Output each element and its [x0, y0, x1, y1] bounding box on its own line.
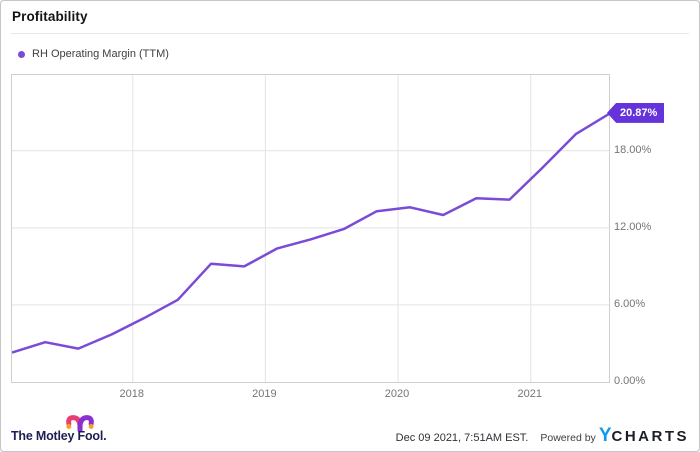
latest-value-tag: 20.87% — [607, 102, 665, 123]
page-title: Profitability — [12, 9, 88, 24]
legend: RH Operating Margin (TTM) — [18, 48, 169, 60]
margin-line-series — [12, 112, 609, 354]
latest-value-label: 20.87% — [620, 106, 658, 119]
jester-hat-icon — [66, 415, 94, 433]
plot-area — [11, 74, 610, 383]
x-axis-tick: 2020 — [384, 388, 410, 400]
y-axis-tick: 18.00% — [614, 143, 652, 156]
x-axis-tick: 2019 — [252, 388, 277, 400]
powered-by-label: Powered by — [540, 432, 596, 444]
ycharts-logo-charts: CHARTS — [611, 428, 689, 445]
x-axis-tick: 2018 — [119, 388, 144, 400]
motley-fool-wordmark: The Motley Fool. — [11, 429, 107, 443]
line-chart — [12, 75, 609, 382]
ycharts-logo-y: Y — [598, 425, 612, 446]
header-divider — [11, 33, 689, 34]
footer-attribution: Dec 09 2021, 7:51AM EST. Powered by Y CH… — [396, 425, 689, 447]
legend-label: RH Operating Margin (TTM) — [32, 48, 169, 60]
x-axis-tick: 2021 — [517, 388, 542, 400]
timestamp: Dec 09 2021, 7:51AM EST. — [395, 432, 529, 444]
legend-dot-icon — [18, 50, 25, 58]
y-axis-tick: 0.00% — [614, 375, 646, 387]
y-axis-tick: 12.00% — [614, 220, 652, 233]
motley-fool-logo: The Motley Fool. — [11, 413, 131, 449]
y-axis-tick: 6.00% — [614, 297, 646, 310]
